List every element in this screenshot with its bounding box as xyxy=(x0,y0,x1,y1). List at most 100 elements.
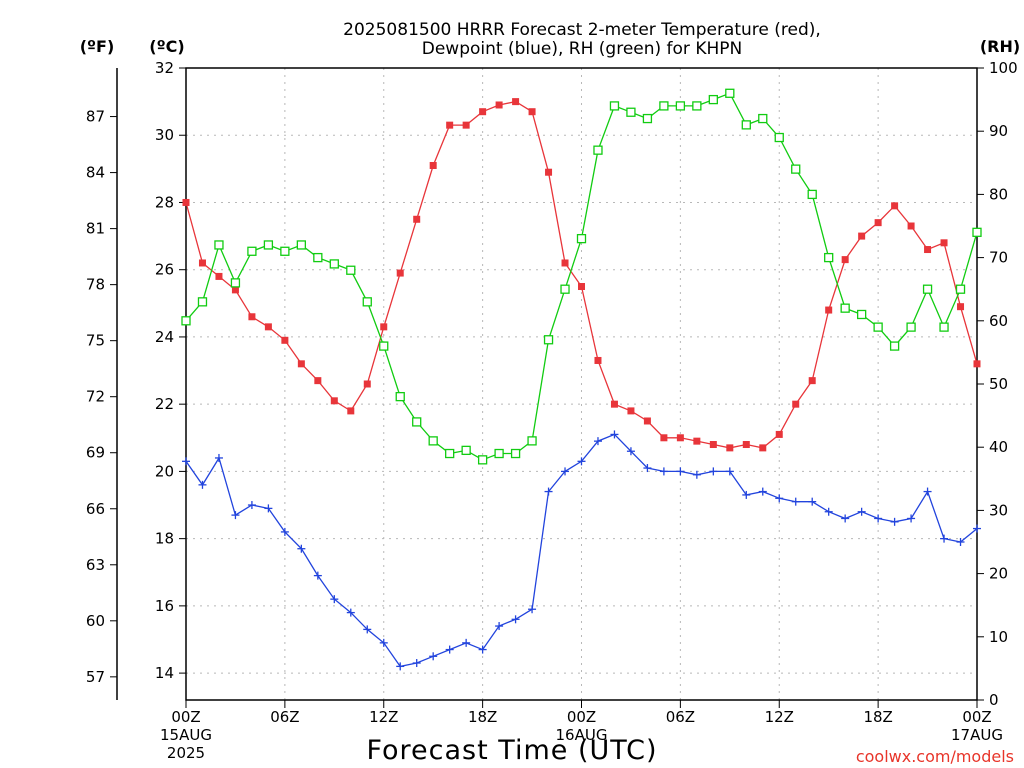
temperature-point xyxy=(792,400,800,408)
temperature-point xyxy=(907,222,915,230)
dewpoint-point xyxy=(182,457,190,466)
temperature-point xyxy=(891,202,899,210)
temperature-point xyxy=(676,434,684,442)
temperature-point xyxy=(281,336,289,344)
dewpoint-point xyxy=(412,659,421,668)
rh-point xyxy=(922,284,933,294)
fahrenheit-tick-label: 60 xyxy=(86,612,105,630)
rh-point xyxy=(741,120,751,130)
dewpoint-point xyxy=(874,514,883,523)
temperature-point xyxy=(561,259,569,267)
dewpoint-point xyxy=(610,430,619,439)
rh-point xyxy=(642,113,653,124)
x-tick-label: 00Z xyxy=(567,708,596,726)
temperature-point xyxy=(578,283,585,291)
watermark-text: coolwx.com/models xyxy=(856,747,1014,766)
celsius-tick-label: 28 xyxy=(155,193,174,211)
celsius-unit-label: (ºC) xyxy=(149,37,184,56)
dewpoint-point xyxy=(528,605,537,614)
rh-point xyxy=(609,101,620,111)
rh-point xyxy=(774,132,784,143)
fahrenheit-tick-label: 81 xyxy=(86,220,105,238)
fahrenheit-unit-label: (ºF) xyxy=(80,37,115,56)
fahrenheit-tick-label: 87 xyxy=(86,108,105,126)
rh-point xyxy=(445,448,455,459)
rh-tick-label: 10 xyxy=(989,628,1008,646)
temperature-point xyxy=(264,323,272,331)
x-axis-title: Forecast Time (UTC) xyxy=(366,735,657,766)
rh-tick-label: 60 xyxy=(989,312,1008,330)
rh-point xyxy=(873,322,883,332)
fahrenheit-tick-label: 75 xyxy=(86,332,105,350)
rh-point xyxy=(692,101,702,111)
temperature-point xyxy=(528,108,536,116)
rh-point xyxy=(197,297,208,307)
temperature-point xyxy=(841,256,849,264)
rh-point xyxy=(889,341,900,351)
x-tick-label: 06Z xyxy=(270,708,299,726)
celsius-tick-label: 16 xyxy=(155,597,174,615)
dewpoint-point xyxy=(923,487,932,496)
temperature-point xyxy=(940,239,948,247)
dewpoint-point xyxy=(231,511,240,520)
dewpoint-point xyxy=(247,501,256,510)
dewpoint-point xyxy=(363,625,372,634)
dewpoint-point xyxy=(462,638,471,647)
series-layer xyxy=(181,88,982,671)
x-tick-label: 00Z xyxy=(171,708,200,726)
series-dewpoint xyxy=(182,430,981,671)
rh-point xyxy=(543,335,554,345)
fahrenheit-tick-label: 66 xyxy=(86,500,105,518)
x-tick-date-label: 15AUG xyxy=(160,726,212,744)
dewpoint-point xyxy=(577,457,586,466)
celsius-tick-label: 30 xyxy=(155,126,174,144)
rh-point xyxy=(362,297,372,307)
rh-point xyxy=(428,436,438,446)
dewpoint-point xyxy=(857,507,866,516)
x-tick-date-label: 16AUG xyxy=(556,726,608,744)
dewpoint-point xyxy=(824,507,833,516)
rh-point xyxy=(560,284,570,294)
rh-tick-label: 40 xyxy=(989,438,1008,456)
temperature-point xyxy=(957,303,965,311)
rh-point xyxy=(214,240,224,250)
temperature-point xyxy=(182,198,190,206)
dewpoint-point xyxy=(940,534,949,543)
dewpoint-point xyxy=(297,544,306,553)
temperature-point xyxy=(610,400,618,408)
x-tick-label: 12Z xyxy=(369,708,398,726)
x-tick-label: 06Z xyxy=(666,708,695,726)
x-tick-label: 00Z xyxy=(962,708,991,726)
celsius-tick-label: 20 xyxy=(155,462,174,480)
temperature-point xyxy=(380,323,388,331)
temperature-point xyxy=(347,407,355,415)
dewpoint-point xyxy=(280,527,289,536)
rh-tick-label: 70 xyxy=(989,249,1008,267)
fahrenheit-tick-label: 69 xyxy=(86,444,105,462)
celsius-tick-label: 18 xyxy=(155,530,174,548)
rh-point xyxy=(626,107,636,117)
temperature-point xyxy=(874,219,882,227)
dewpoint-point xyxy=(643,464,652,473)
temperature-point xyxy=(248,313,256,321)
temperature-point xyxy=(775,430,783,438)
fahrenheit-tick-label: 63 xyxy=(86,556,105,574)
dewpoint-point xyxy=(742,490,751,499)
rh-tick-label: 100 xyxy=(989,59,1018,77)
dewpoint-point xyxy=(429,652,438,661)
temperature-point xyxy=(858,232,866,240)
series-rh xyxy=(181,88,982,465)
celsius-tick-label: 26 xyxy=(155,261,174,279)
temperature-point xyxy=(479,108,487,116)
dewpoint-point xyxy=(379,638,388,647)
celsius-tick-label: 22 xyxy=(155,395,174,413)
temperature-point xyxy=(924,246,932,254)
rh-point xyxy=(972,227,982,237)
dewpoint-point xyxy=(808,497,817,506)
dewpoint-point xyxy=(198,480,207,489)
temperature-point xyxy=(973,360,981,368)
temperature-point xyxy=(297,360,305,368)
dewpoint-point xyxy=(214,453,223,462)
temperature-point xyxy=(330,397,338,405)
rh-point xyxy=(181,316,191,326)
